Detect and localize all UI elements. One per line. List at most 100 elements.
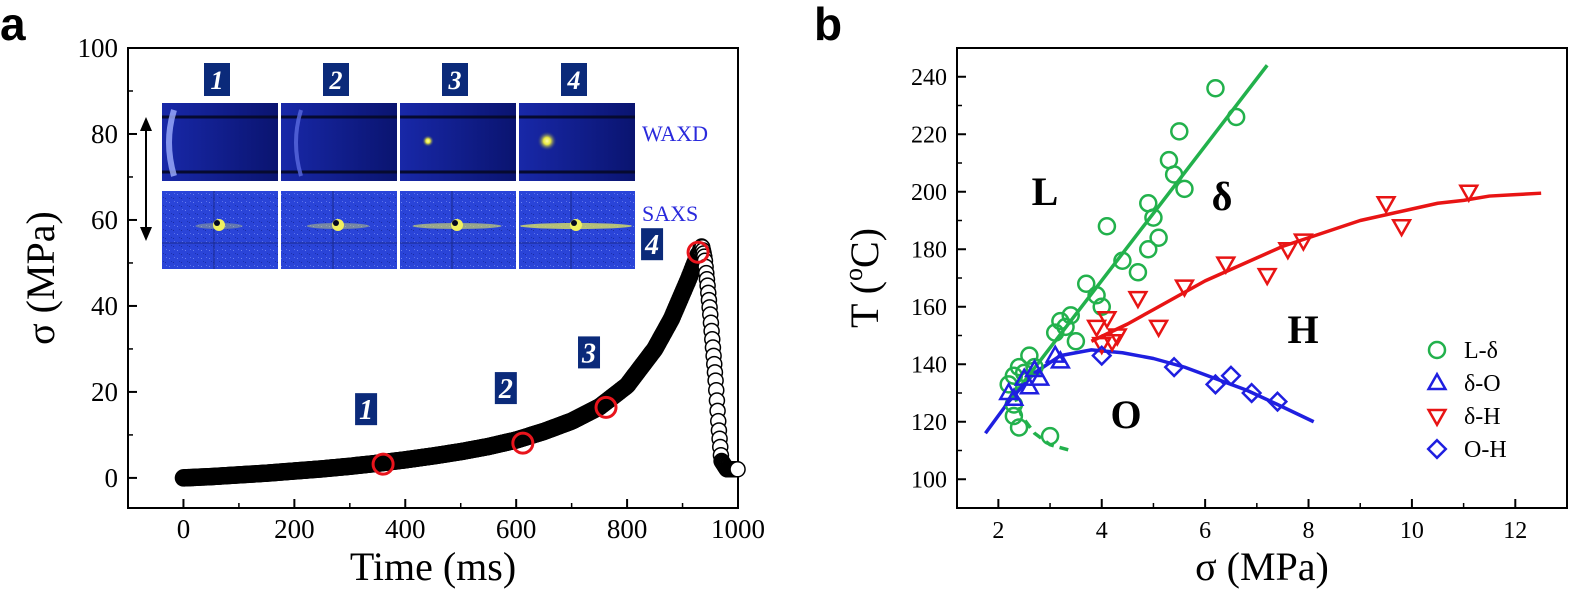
frame-badge-3 <box>442 63 468 96</box>
data-point <box>1148 319 1170 339</box>
panel-label-b: b <box>814 0 842 50</box>
saxs-beamstop <box>333 220 339 226</box>
y-tick-label: 240 <box>911 65 947 91</box>
data-point <box>1128 263 1148 282</box>
data-point <box>1375 196 1397 215</box>
y-tick-label: 140 <box>911 352 947 378</box>
data-point <box>1391 219 1413 238</box>
x-tick-label: 1000 <box>711 514 765 544</box>
data-point <box>1092 297 1111 316</box>
x-tick-label: 0 <box>177 514 191 544</box>
y-tick-label: 100 <box>78 33 119 63</box>
x-tick-label: 200 <box>274 514 315 544</box>
point-badge-4 <box>641 228 664 261</box>
data-point <box>1170 122 1189 141</box>
saxs-beamstop <box>452 220 458 226</box>
saxs-label: SAXS <box>642 201 698 226</box>
data-point <box>1076 274 1096 293</box>
y-tick-label: 220 <box>911 122 947 148</box>
data-point <box>1266 391 1289 413</box>
data-point <box>1023 358 1046 378</box>
waxd-pattern-4 <box>519 103 635 181</box>
data-point <box>1040 426 1060 446</box>
y-tick-label: 200 <box>911 180 947 206</box>
data-point <box>1091 345 1113 367</box>
data-point <box>1061 306 1080 325</box>
data-point <box>1204 373 1227 395</box>
data-point <box>1003 387 1025 406</box>
panel-a-xlabel: Time (ms) <box>350 544 516 589</box>
panel-a-ylabel: σ (MPa) <box>18 211 63 345</box>
data-point <box>1458 184 1480 204</box>
fit-line <box>1007 64 1269 403</box>
data-point <box>1096 311 1118 330</box>
waxd-pattern-1 <box>162 103 278 181</box>
point-badge-label-3: 3 <box>581 338 596 369</box>
y-tick-label: 20 <box>91 377 118 407</box>
double-arrow <box>140 117 152 241</box>
y-tick-label: 100 <box>911 467 947 493</box>
x-tick-label: 6 <box>1199 518 1211 544</box>
region-label-L: L <box>1032 169 1059 214</box>
data-point <box>1163 356 1185 378</box>
data-point <box>1164 165 1184 184</box>
frame-badge-label-2: 2 <box>329 66 343 95</box>
legend-label: δ-H <box>1464 404 1501 430</box>
panel-b-ylabel: T (oC) <box>839 228 887 328</box>
data-point <box>1292 233 1314 252</box>
data-point <box>1139 240 1158 259</box>
data-point <box>1029 367 1051 386</box>
panel-b-xlabel: σ (MPa) <box>1195 544 1329 589</box>
x-tick-label: 4 <box>1096 518 1108 544</box>
point-badge-label-1: 1 <box>359 395 373 426</box>
region-label-H: H <box>1287 307 1318 352</box>
data-point <box>1241 382 1263 404</box>
data-point <box>1106 328 1128 347</box>
region-label-delta: δ <box>1212 174 1233 219</box>
data-point <box>1049 350 1071 369</box>
data-point <box>1277 242 1299 261</box>
y-tick-label: 160 <box>911 295 947 321</box>
legend-label: L-δ <box>1464 338 1498 364</box>
data-point <box>1066 332 1086 351</box>
frame-badge-label-1: 1 <box>211 66 224 95</box>
x-tick-label: 8 <box>1303 518 1315 544</box>
data-point <box>1173 279 1196 298</box>
data-point <box>1206 79 1225 98</box>
data-point <box>1097 217 1117 236</box>
data-point <box>1087 286 1106 305</box>
data-point <box>1220 365 1242 387</box>
data-point <box>1215 256 1237 275</box>
waxd-pattern-3 <box>400 103 516 181</box>
highlight-circle-4 <box>686 240 710 264</box>
legend-marker <box>1426 371 1448 391</box>
panel-a-chart: 0 200 400 600 800 1000 0 20 40 60 80 100 1 2 3 4 1 2 3 4 … <box>18 33 765 589</box>
point-badge-label-2: 2 <box>498 374 513 405</box>
data-point <box>1086 319 1108 339</box>
saxs-beamstop <box>571 220 577 226</box>
panel-label-a: a <box>0 0 26 50</box>
x-tick-label: 12 <box>1503 518 1527 544</box>
waxd-amorphous-halo <box>294 109 303 177</box>
y-tick-label: 80 <box>91 119 118 149</box>
data-point <box>1045 323 1065 342</box>
data-point <box>1051 311 1070 331</box>
y-tick-label: 180 <box>911 237 947 263</box>
highlight-circle-1 <box>371 452 395 476</box>
frame-badge-4 <box>561 63 587 96</box>
data-point <box>1014 363 1034 383</box>
data-point <box>1144 208 1163 227</box>
point-badge-1 <box>355 393 378 426</box>
data-point <box>1149 228 1168 247</box>
panel-a-frame <box>127 47 739 509</box>
y-tick-label: 120 <box>911 410 947 436</box>
x-tick-label: 800 <box>607 514 648 544</box>
highlight-circle-2 <box>511 431 535 455</box>
data-point <box>1091 336 1113 356</box>
y-tick-label: 60 <box>91 205 118 235</box>
waxd-amorphous-halo <box>166 109 177 177</box>
highlight-circle-3 <box>594 395 618 419</box>
y-tick-label: 40 <box>91 291 118 321</box>
point-badge-3 <box>578 336 601 369</box>
